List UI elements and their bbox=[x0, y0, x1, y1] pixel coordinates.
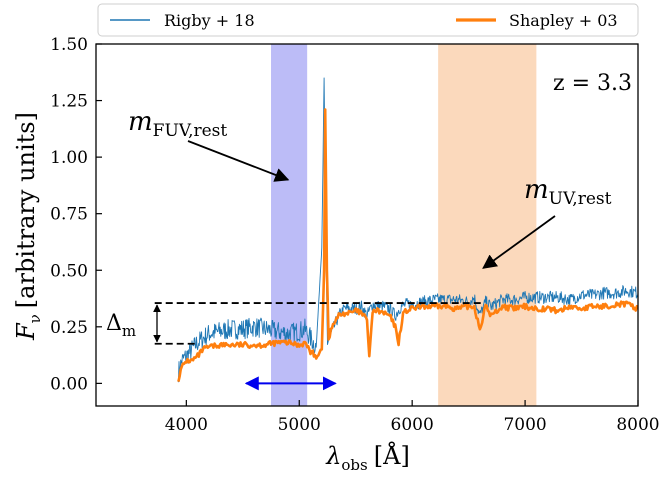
y-tick-label: 1.50 bbox=[50, 35, 88, 55]
fuv-rest-label: mFUV,rest bbox=[128, 107, 227, 141]
series-lines bbox=[177, 77, 638, 383]
uv-arrow bbox=[482, 215, 556, 269]
y-tick-label: 0.50 bbox=[50, 261, 88, 281]
y-axis-label: Fν[arbitrary units] bbox=[12, 112, 44, 341]
y-axis-ticks: 0.00 0.25 0.50 0.75 1.00 1.25 1.50 bbox=[50, 35, 102, 394]
legend-label-shapley: Shapley + 03 bbox=[509, 11, 618, 30]
x-axis-ticks: 4000 5000 6000 7000 8000 bbox=[165, 400, 660, 435]
series-line-1 bbox=[177, 108, 638, 382]
legend: Rigby + 18 Shapley + 03 bbox=[97, 3, 639, 37]
legend-label-rigby: Rigby + 18 bbox=[164, 11, 255, 30]
x-tick-label: 6000 bbox=[391, 415, 434, 435]
shaded-bands bbox=[271, 44, 537, 406]
y-tick-label: 1.25 bbox=[50, 92, 88, 112]
x-tick-label: 7000 bbox=[503, 415, 546, 435]
series-line-0 bbox=[177, 77, 638, 383]
y-tick-label: 0.00 bbox=[50, 374, 88, 394]
x-tick-label: 5000 bbox=[278, 415, 321, 435]
legend-frame bbox=[97, 3, 639, 37]
y-tick-label: 1.00 bbox=[50, 148, 88, 168]
y-tick-label: 0.25 bbox=[50, 318, 88, 338]
plot-frame bbox=[95, 43, 639, 407]
shaded-band-1 bbox=[438, 44, 537, 406]
shaded-band-0 bbox=[271, 44, 308, 406]
x-tick-label: 4000 bbox=[165, 415, 208, 435]
delta-m-label: Δm bbox=[106, 311, 136, 340]
x-axis-label: λobs [Å] bbox=[325, 441, 410, 474]
annotations bbox=[153, 140, 556, 391]
y-tick-label: 0.75 bbox=[50, 205, 88, 225]
uv-rest-label: mUV,rest bbox=[524, 175, 612, 209]
redshift-label: z = 3.3 bbox=[553, 71, 632, 96]
x-tick-label: 8000 bbox=[616, 415, 659, 435]
fuv-arrow bbox=[187, 140, 290, 182]
